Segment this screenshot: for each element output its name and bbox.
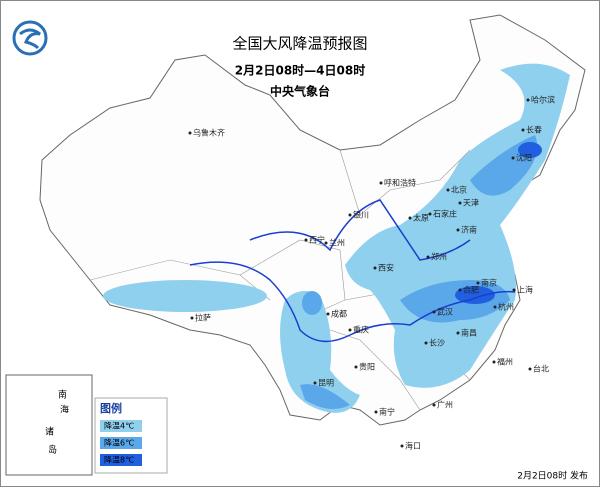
city-dot	[458, 288, 462, 292]
city-label: 南宁	[379, 407, 395, 417]
city-dot	[188, 131, 192, 135]
legend-title: 图例	[100, 401, 122, 415]
city-dot	[456, 228, 460, 232]
inset-label: 岛	[48, 444, 57, 456]
inset-label: 南	[58, 389, 67, 401]
legend: 降温4℃ 降温6℃ 降温8℃	[100, 420, 142, 466]
city-dot	[512, 288, 516, 292]
city-dot	[348, 213, 352, 217]
zone-8	[518, 142, 542, 158]
city-dot	[304, 238, 308, 242]
city-dot	[326, 312, 330, 316]
city-label: 银川	[353, 210, 369, 220]
city-dot	[493, 305, 497, 309]
legend-swatch	[100, 454, 142, 466]
city-label: 拉萨	[195, 313, 211, 323]
zone-4	[345, 63, 570, 388]
title: 全国大风降温预报图	[232, 35, 367, 53]
city-label: 成都	[331, 309, 347, 319]
city-label: 广州	[437, 400, 453, 410]
city-label: 西安	[378, 263, 394, 273]
city-label: 长沙	[429, 338, 445, 348]
inset-label: 诸	[45, 427, 54, 438]
city-dot	[373, 266, 377, 270]
city-dot	[313, 381, 317, 385]
city-dot	[521, 128, 525, 132]
city-label: 合肥	[463, 285, 479, 295]
city-label: 贵阳	[359, 362, 375, 372]
city-label: 南昌	[461, 328, 477, 338]
city-label: 重庆	[353, 325, 369, 335]
city-label: 郑州	[431, 252, 447, 262]
city-label: 哈尔滨	[531, 95, 555, 105]
city-dot	[424, 341, 428, 345]
city-dot	[379, 181, 383, 185]
city-dot	[526, 98, 530, 102]
zone-8	[455, 286, 495, 304]
city-label: 乌鲁木齐	[193, 128, 225, 138]
city-label: 长春	[526, 125, 542, 135]
city-label: 福州	[497, 358, 513, 367]
city-label: 台北	[533, 364, 549, 374]
city-label: 昆明	[318, 379, 334, 388]
city-label: 上海	[517, 285, 533, 295]
legend-label: 降温6℃	[104, 438, 134, 448]
issuer: 中央气象台	[270, 84, 330, 99]
logo	[12, 20, 48, 56]
legend-label: 降温8℃	[104, 455, 134, 465]
zone-4	[103, 280, 267, 312]
rivers	[189, 199, 516, 343]
city-dot	[400, 444, 404, 448]
city-dot	[426, 255, 430, 259]
city-label: 武汉	[437, 307, 453, 317]
cooling-zones	[103, 63, 570, 413]
city-label: 西宁	[309, 235, 325, 245]
legend-swatch	[100, 420, 142, 432]
city-label: 呼和浩特	[384, 178, 416, 188]
city-dot	[428, 212, 432, 216]
zone-6	[302, 291, 322, 315]
city-dot	[432, 403, 436, 407]
city-dot	[432, 310, 436, 314]
city-dot	[374, 410, 378, 414]
city-label: 南京	[481, 278, 497, 288]
city-dot	[456, 331, 460, 335]
city-dot	[458, 201, 462, 205]
city-label: 沈阳	[516, 153, 532, 163]
city-dot	[476, 281, 480, 285]
city-dot	[528, 367, 532, 371]
city-dot	[408, 216, 412, 220]
zone-4	[280, 291, 360, 413]
city-dot	[190, 316, 194, 320]
city-label: 海口	[405, 441, 421, 451]
city-label: 济南	[461, 225, 477, 235]
subtitle: 2月2日08时—4日08时	[235, 63, 365, 78]
footer: 2月2日08时 发布	[517, 470, 588, 482]
city-dot	[492, 360, 496, 364]
city-dot	[354, 365, 358, 369]
city-dot	[324, 241, 328, 245]
inset-frame	[5, 374, 93, 476]
city-dot	[446, 188, 450, 192]
city-label: 兰州	[329, 238, 345, 248]
inset-label: 海	[60, 404, 69, 416]
legend-swatch	[100, 437, 142, 449]
city-label: 杭州	[498, 302, 514, 312]
city-dot	[511, 156, 515, 160]
city-label: 太原	[413, 213, 429, 223]
legend-label: 降温4℃	[104, 421, 134, 431]
city-label: 石家庄	[433, 209, 457, 219]
city-label: 天津	[463, 198, 479, 208]
zone-6	[300, 384, 350, 409]
city-label: 北京	[451, 185, 467, 195]
city-dot	[348, 328, 352, 332]
